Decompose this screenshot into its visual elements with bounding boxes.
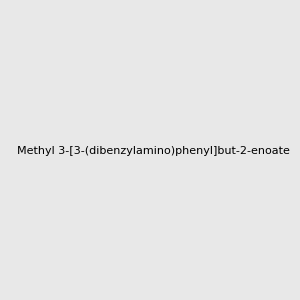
- Text: Methyl 3-[3-(dibenzylamino)phenyl]but-2-enoate: Methyl 3-[3-(dibenzylamino)phenyl]but-2-…: [17, 146, 290, 157]
